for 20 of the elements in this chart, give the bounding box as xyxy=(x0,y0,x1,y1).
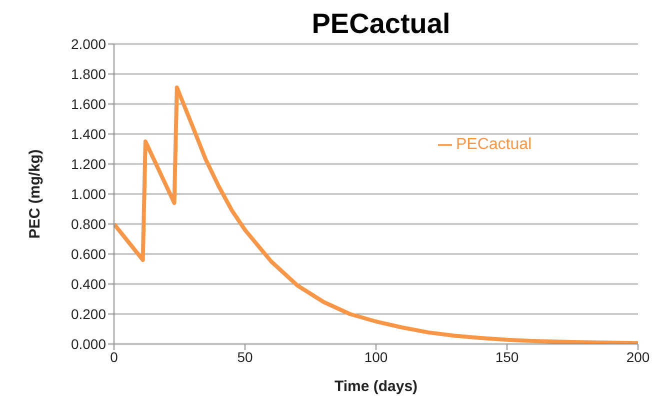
y-tick-label: 0.400 xyxy=(70,276,106,292)
y-tick-label: 1.000 xyxy=(70,186,106,202)
x-tick-label: 150 xyxy=(495,348,519,365)
x-axis-title: Time (days) xyxy=(334,378,418,395)
x-tick-label: 50 xyxy=(237,348,253,365)
y-tick-label: 2.000 xyxy=(70,36,106,52)
y-tick-label: 1.800 xyxy=(70,66,106,82)
legend-label: PECactual xyxy=(456,136,532,153)
x-tick-label: 200 xyxy=(626,348,650,365)
chart-title: PECactual xyxy=(310,8,452,40)
y-tick-label: 0.000 xyxy=(70,336,106,352)
y-tick-label: 0.800 xyxy=(70,216,106,232)
x-tick-label: 0 xyxy=(110,348,118,365)
y-tick-label: 1.600 xyxy=(70,96,106,112)
x-tick-label: 100 xyxy=(364,348,388,365)
y-tick-label: 1.200 xyxy=(70,156,106,172)
y-axis-title: PEC (mg/kg) xyxy=(26,149,44,239)
y-tick-label: 1.400 xyxy=(70,126,106,142)
y-tick-label: 0.200 xyxy=(70,306,106,322)
y-tick-label: 0.600 xyxy=(70,246,106,262)
